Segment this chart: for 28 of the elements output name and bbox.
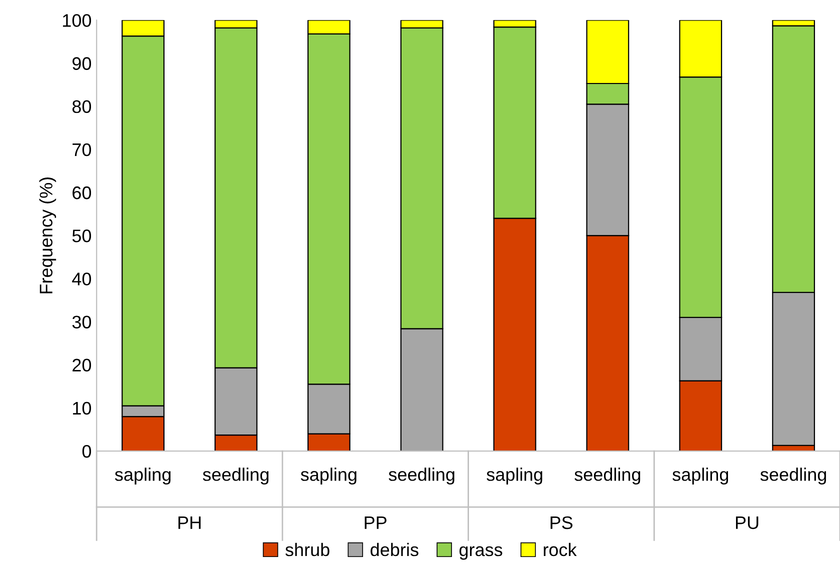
y-tick-label: 80 [72,100,92,114]
text: PP [364,516,386,529]
x-tick-label: sapling [300,468,356,485]
x-tick-label: seedling [202,468,268,485]
y-tick-label: 50 [72,230,92,242]
x-tick-label: seedling [574,468,640,485]
text: PS [550,516,572,530]
x-tick-label: sapling [672,468,728,485]
text: PH [178,516,201,529]
legend-label: debris [370,542,418,556]
y-tick-label: 60 [72,186,92,200]
y-tick-label: 10 [73,402,92,415]
legend-label: grass [459,546,502,560]
y-tick-label: 90 [72,57,92,70]
y-tick-label: 100 [62,14,92,27]
legend-label: rock [544,542,577,556]
x-tick-label: sapling [114,468,171,485]
y-tick-label: 70 [72,143,92,156]
x-tick-label: sapling [486,468,542,485]
y-tick-label: 40 [72,272,92,286]
y-tick-label: 0 [82,444,92,458]
text: PU [736,516,758,530]
y-tick-label: 30 [72,316,92,328]
y-tick-label: 20 [72,358,92,372]
x-tick-label: seedling [760,468,826,485]
y-axis-title: Frequency (%) [39,178,56,294]
legend-label: shrub [285,542,330,556]
x-tick-label: seedling [388,468,454,485]
